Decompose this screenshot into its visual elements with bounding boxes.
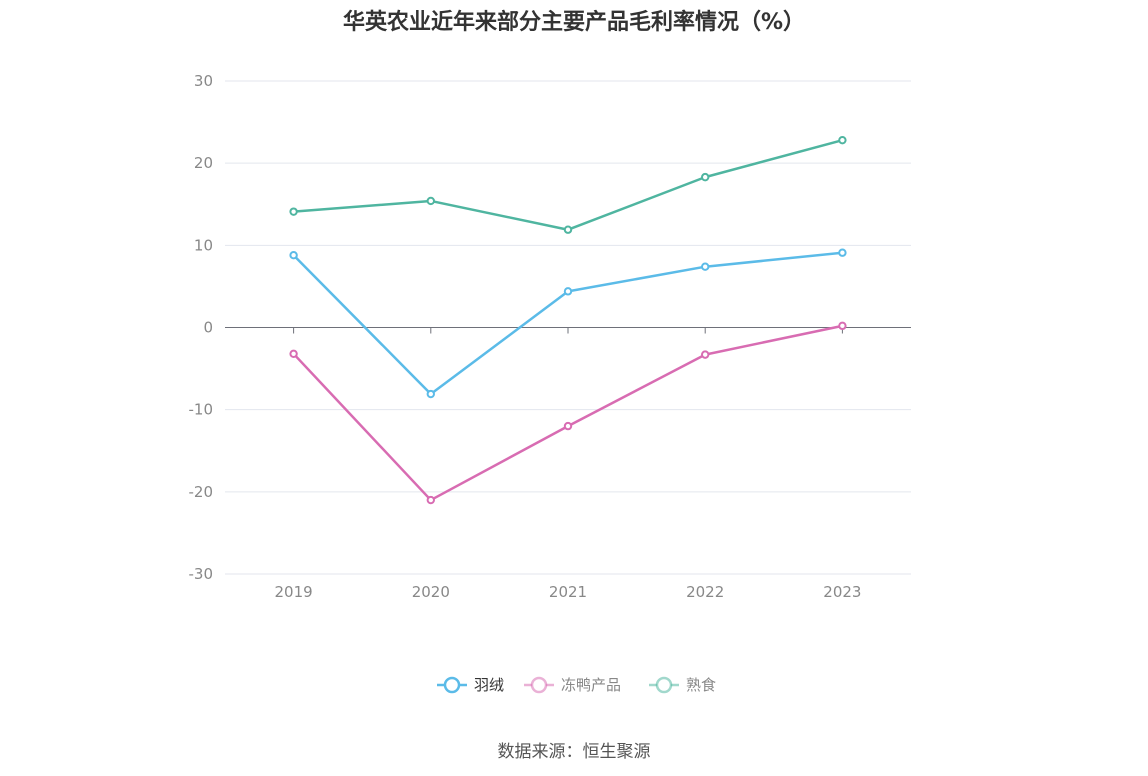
data-point [563, 287, 573, 296]
x-tick-label: 2020 [412, 583, 450, 601]
data-point [426, 196, 435, 206]
legend-label: 羽绒 [474, 676, 504, 694]
data-point [426, 389, 435, 399]
y-tick-label: -30 [189, 565, 214, 583]
legend-label: 冻鸭产品 [561, 676, 621, 694]
data-point [289, 250, 298, 260]
legend-marker [443, 676, 461, 694]
data-point [563, 225, 573, 234]
series-line-3 [293, 138, 843, 231]
x-tick-label: 2023 [823, 583, 861, 601]
y-tick-label: 0 [203, 319, 213, 337]
legend-marker [530, 676, 548, 694]
data-point [701, 262, 710, 271]
data-point [289, 349, 298, 358]
chart-title: 华英农业近年来部分主要产品毛利率情况（%） [342, 10, 806, 35]
data-point [289, 207, 298, 216]
x-tick-label: 2019 [275, 583, 313, 601]
data-point [426, 495, 435, 505]
data-point [838, 135, 847, 145]
x-tick-label: 2022 [686, 583, 724, 601]
y-tick-label: -20 [189, 483, 214, 501]
y-tick-label: -10 [189, 401, 214, 419]
legend-label: 熟食 [686, 676, 716, 694]
x-tick-label: 2021 [549, 583, 587, 601]
data-source-note: 数据来源：恒生聚源 [497, 742, 651, 762]
y-tick-label: 30 [194, 72, 213, 90]
y-tick-label: 20 [194, 154, 213, 172]
series-line-1 [292, 251, 843, 396]
series-line-2 [292, 324, 843, 502]
data-point [701, 350, 710, 359]
data-point [563, 421, 573, 431]
data-point [838, 321, 847, 331]
data-point [838, 248, 847, 257]
y-tick-label: 10 [194, 236, 213, 254]
data-point [701, 172, 710, 182]
legend-marker [655, 676, 673, 694]
